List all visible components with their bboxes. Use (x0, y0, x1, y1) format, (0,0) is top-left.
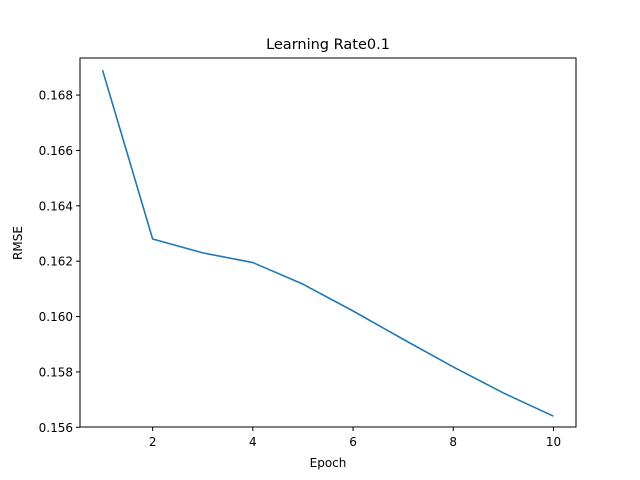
series-line-0 (101, 69, 554, 417)
x-tick-label: 6 (349, 435, 357, 449)
x-tick-label: 4 (249, 435, 257, 449)
x-axis: 2 4 6 8 10 (149, 427, 561, 449)
y-axis-label: RMSE (11, 226, 25, 260)
y-axis: 0.156 0.158 0.160 0.162 0.164 0.166 0.168 (39, 89, 80, 435)
plot-frame (79, 57, 577, 428)
x-axis-label: Epoch (310, 456, 347, 470)
chart-title: Learning Rate0.1 (266, 37, 390, 53)
y-tick-label: 0.156 (39, 421, 73, 435)
plot-area (101, 69, 554, 417)
x-tick-label: 8 (449, 435, 457, 449)
y-tick-label: 0.160 (39, 310, 73, 324)
y-tick-label: 0.162 (39, 255, 73, 269)
y-tick-label: 0.168 (39, 89, 73, 103)
y-tick-label: 0.164 (39, 199, 73, 213)
y-tick-label: 0.166 (39, 144, 73, 158)
y-tick-label: 0.158 (39, 365, 73, 379)
x-tick-label: 2 (149, 435, 157, 449)
x-tick-label: 10 (546, 435, 561, 449)
